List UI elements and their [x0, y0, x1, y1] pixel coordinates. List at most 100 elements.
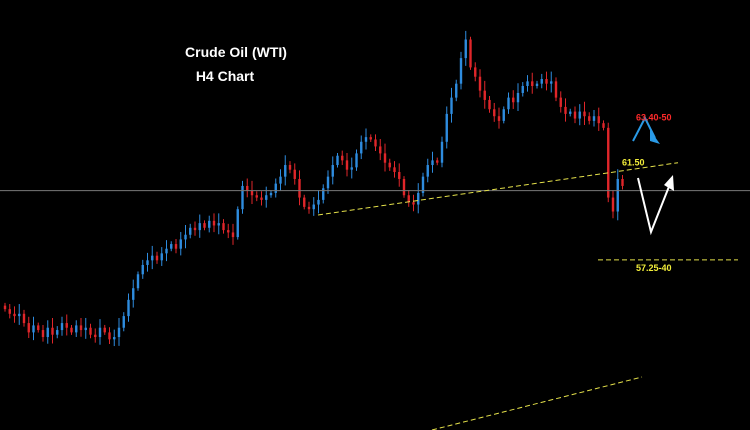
trendlines-layer	[0, 162, 750, 430]
bear-candle	[155, 255, 159, 261]
bull-candle	[136, 274, 140, 289]
bull-candle	[132, 288, 135, 300]
bull-candle	[265, 195, 268, 200]
bull-candle	[540, 79, 543, 84]
bull-candle	[151, 255, 154, 261]
chart-subtitle: H4 Chart	[196, 68, 255, 84]
bull-candle	[113, 337, 116, 340]
bull-candle	[322, 188, 325, 200]
bull-candle	[502, 109, 505, 121]
bull-candle	[521, 86, 524, 93]
bear-candle	[611, 197, 615, 212]
bear-candle	[246, 185, 249, 191]
bull-candle	[208, 220, 211, 228]
bear-candle	[103, 327, 106, 333]
bull-candle	[516, 92, 520, 103]
bull-candle	[550, 81, 553, 84]
bull-candle	[122, 316, 125, 328]
bear-candle	[260, 197, 263, 200]
bull-candle	[326, 176, 330, 189]
bear-candle	[436, 160, 439, 163]
target-down-label: 57.25-40	[636, 263, 672, 273]
bear-candle	[407, 195, 410, 203]
bull-candle	[355, 153, 358, 168]
arrows-layer	[632, 115, 674, 236]
bull-candle	[592, 116, 596, 121]
bull-candle	[60, 323, 64, 331]
bull-candle	[455, 83, 458, 98]
bull-candle	[421, 176, 425, 193]
bear-candle	[255, 195, 258, 198]
bull-candle	[360, 141, 363, 154]
bull-candle	[331, 165, 334, 177]
bear-candle	[545, 79, 548, 84]
bear-candle	[89, 327, 92, 335]
bear-candle	[602, 123, 605, 128]
bull-candle	[616, 178, 619, 212]
bull-candle	[217, 223, 220, 226]
bull-candle	[350, 167, 353, 170]
bullish-arrow-head-icon	[650, 130, 660, 144]
bull-candle	[445, 113, 448, 142]
bear-candle	[478, 76, 482, 91]
bull-candle	[198, 223, 201, 231]
bear-candle	[412, 202, 415, 205]
bear-candle	[398, 172, 401, 179]
bearish-projection-arrow	[637, 177, 671, 236]
bull-candle	[526, 81, 529, 86]
bull-candle	[117, 327, 121, 338]
bear-candle	[483, 90, 486, 100]
bull-candle	[236, 209, 239, 238]
bear-candle	[559, 97, 562, 107]
bear-candle	[393, 167, 396, 172]
bear-candle	[564, 106, 567, 114]
bear-candle	[27, 323, 30, 333]
bull-candle	[417, 192, 420, 205]
bear-candle	[379, 146, 382, 154]
bear-candle	[488, 99, 491, 110]
bull-candle	[269, 192, 273, 196]
bull-candle	[241, 185, 244, 210]
bull-candle	[127, 299, 130, 317]
bear-candle	[512, 97, 515, 103]
bear-candle	[469, 39, 472, 68]
bull-candle	[32, 325, 35, 333]
bear-candle	[22, 313, 26, 324]
bearish-arrow-head-icon	[664, 175, 674, 191]
candles-layer	[3, 30, 624, 347]
bull-candle	[364, 137, 368, 142]
bear-candle	[3, 305, 7, 310]
bear-candle	[493, 109, 496, 117]
bear-candle	[597, 116, 600, 124]
bull-candle	[274, 183, 277, 193]
bear-candle	[307, 206, 311, 210]
bull-candle	[165, 248, 168, 254]
bear-candle	[497, 116, 501, 121]
bull-candle	[179, 239, 182, 249]
bull-candle	[464, 39, 467, 59]
bear-candle	[474, 67, 477, 77]
bear-candle	[588, 116, 591, 121]
bull-candle	[535, 83, 539, 86]
bull-candle	[431, 160, 434, 166]
channel-lower-trendline	[431, 376, 643, 430]
bull-candle	[317, 199, 320, 205]
bear-candle	[70, 327, 73, 333]
bear-candle	[13, 313, 16, 317]
bear-candle	[51, 327, 54, 335]
bear-candle	[402, 178, 406, 196]
bull-candle	[336, 155, 339, 166]
bear-candle	[298, 178, 301, 198]
bear-candle	[108, 332, 111, 340]
bull-candle	[578, 111, 581, 119]
bear-candle	[227, 230, 230, 233]
bull-candle	[189, 227, 192, 235]
bull-candle	[284, 165, 287, 177]
bull-candle	[46, 327, 49, 338]
bull-candle	[459, 58, 463, 84]
bear-candle	[94, 334, 97, 338]
bull-candle	[160, 253, 163, 261]
bear-candle	[288, 165, 292, 170]
bull-candle	[440, 141, 444, 163]
